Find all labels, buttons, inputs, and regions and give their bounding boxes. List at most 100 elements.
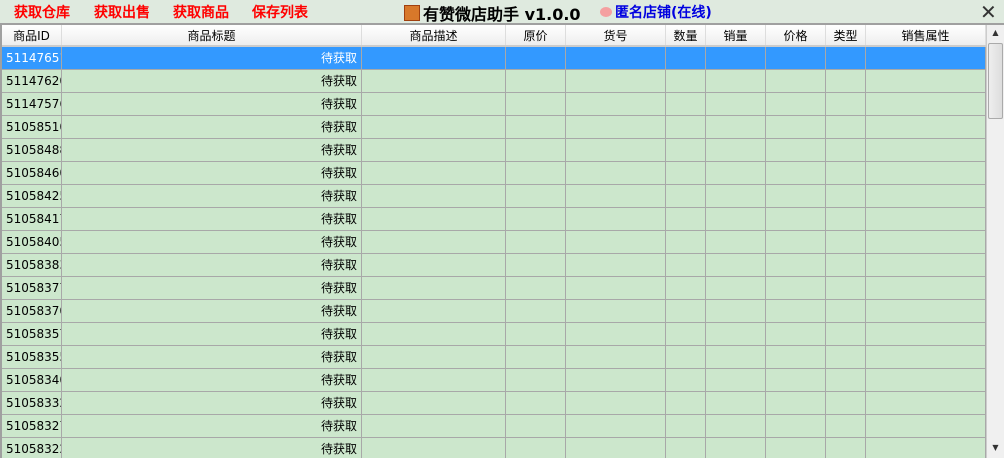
table-cell — [866, 369, 986, 391]
table-cell — [362, 323, 506, 345]
table-cell — [566, 438, 666, 458]
column-header[interactable]: 原价 — [506, 25, 566, 45]
table-cell — [766, 231, 826, 253]
table-cell — [826, 415, 866, 437]
table-cell — [866, 323, 986, 345]
table-cell — [666, 208, 706, 230]
column-header[interactable]: 销量 — [706, 25, 766, 45]
table-cell — [766, 139, 826, 161]
table-row[interactable]: 51058357 待获取 — [2, 323, 1004, 346]
table-cell — [706, 185, 766, 207]
table-cell — [826, 346, 866, 368]
column-header[interactable]: 货号 — [566, 25, 666, 45]
table-cell — [566, 323, 666, 345]
vertical-scrollbar[interactable]: ▲ ▼ — [986, 25, 1004, 458]
table-cell — [506, 116, 566, 138]
product-title-cell: 待获取 — [62, 116, 362, 138]
table-cell — [666, 70, 706, 92]
get-products-button[interactable]: 获取商品 — [173, 5, 229, 21]
table-row[interactable]: 51058370 待获取 — [2, 300, 1004, 323]
get-on-sale-button[interactable]: 获取出售 — [94, 5, 150, 21]
scroll-thumb[interactable] — [988, 43, 1003, 119]
get-warehouse-button[interactable]: 获取仓库 — [14, 5, 70, 21]
table-row[interactable]: 51058510 待获取 — [2, 116, 1004, 139]
table-cell — [706, 93, 766, 115]
table-cell — [866, 47, 986, 69]
table-row[interactable]: 51058383 待获取 — [2, 254, 1004, 277]
table-row[interactable]: 51058405 待获取 — [2, 231, 1004, 254]
table-cell — [706, 70, 766, 92]
column-header[interactable]: 销售属性 — [866, 25, 986, 45]
table-cell — [706, 277, 766, 299]
table-cell — [766, 300, 826, 322]
product-id-cell: 51058383 — [2, 254, 62, 276]
table-row[interactable]: 51058425 待获取 — [2, 185, 1004, 208]
toolbar: 获取仓库 获取出售 获取商品 保存列表 有赞微店助手 v1.0.0 匿名店铺(在… — [0, 0, 1004, 24]
table-cell — [362, 231, 506, 253]
table-cell — [666, 392, 706, 414]
table-cell — [706, 139, 766, 161]
table-cell — [706, 346, 766, 368]
shop-name: 匿名店铺(在线) — [615, 5, 712, 21]
product-id-cell: 51058340 — [2, 369, 62, 391]
column-header[interactable]: 商品标题 — [62, 25, 362, 45]
table-row[interactable]: 51147651 待获取 — [2, 47, 1004, 70]
scroll-down-icon[interactable]: ▼ — [992, 443, 999, 452]
table-cell — [766, 346, 826, 368]
table-row[interactable]: 51058488 待获取 — [2, 139, 1004, 162]
table-cell — [766, 116, 826, 138]
table-cell — [866, 277, 986, 299]
scroll-up-icon[interactable]: ▲ — [992, 28, 999, 37]
table-row[interactable]: 51058332 待获取 — [2, 392, 1004, 415]
product-id-cell: 51058460 — [2, 162, 62, 184]
table-cell — [362, 162, 506, 184]
shop-icon — [600, 7, 612, 17]
table-cell — [826, 277, 866, 299]
table-cell — [866, 346, 986, 368]
product-title-cell: 待获取 — [62, 300, 362, 322]
table-row[interactable]: 51147620 待获取 — [2, 70, 1004, 93]
product-title-cell: 待获取 — [62, 93, 362, 115]
table-cell — [362, 438, 506, 458]
table-row[interactable]: 51147576 待获取 — [2, 93, 1004, 116]
product-title-cell: 待获取 — [62, 277, 362, 299]
product-id-cell: 51058322 — [2, 438, 62, 458]
table-cell — [766, 47, 826, 69]
table-cell — [666, 116, 706, 138]
table-cell — [706, 369, 766, 391]
table-row[interactable]: 51058460 待获取 — [2, 162, 1004, 185]
table-row[interactable]: 51058322 待获取 — [2, 438, 1004, 458]
column-header[interactable]: 类型 — [826, 25, 866, 45]
table-cell — [566, 185, 666, 207]
column-header[interactable]: 商品ID — [2, 25, 62, 45]
table-cell — [666, 93, 706, 115]
table-row[interactable]: 51058355 待获取 — [2, 346, 1004, 369]
table-row[interactable]: 51058327 待获取 — [2, 415, 1004, 438]
table-row[interactable]: 51058417 待获取 — [2, 208, 1004, 231]
table-cell — [506, 346, 566, 368]
table-cell — [826, 93, 866, 115]
product-title-cell: 待获取 — [62, 139, 362, 161]
table-cell — [566, 392, 666, 414]
table-row[interactable]: 51058340 待获取 — [2, 369, 1004, 392]
table-cell — [666, 231, 706, 253]
table-cell — [566, 415, 666, 437]
table-row[interactable]: 51058377 待获取 — [2, 277, 1004, 300]
close-icon[interactable]: ✕ — [980, 0, 997, 24]
table-cell — [506, 254, 566, 276]
table-cell — [566, 369, 666, 391]
table-cell — [666, 185, 706, 207]
save-list-button[interactable]: 保存列表 — [252, 5, 308, 21]
table-cell — [362, 346, 506, 368]
column-header[interactable]: 数量 — [666, 25, 706, 45]
table-cell — [666, 323, 706, 345]
table-cell — [666, 162, 706, 184]
table-cell — [362, 185, 506, 207]
table-cell — [766, 254, 826, 276]
table-cell — [866, 139, 986, 161]
table-cell — [826, 323, 866, 345]
table-cell — [666, 277, 706, 299]
column-header[interactable]: 价格 — [766, 25, 826, 45]
product-id-cell: 51058488 — [2, 139, 62, 161]
column-header[interactable]: 商品描述 — [362, 25, 506, 45]
